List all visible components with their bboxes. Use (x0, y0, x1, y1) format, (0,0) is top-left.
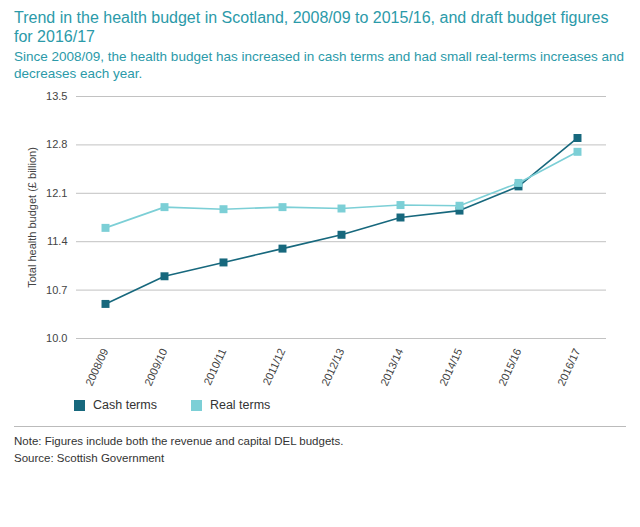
html-text:Real terms: Real terms (209, 398, 271, 412)
html-text:Since 2008/09, the health budg: Since 2008/09, the health budget has inc… (14, 49, 625, 81)
html-text:Source: Scottish Government: Source: Scottish Government (14, 452, 165, 464)
html-text:Cash terms: Cash terms (93, 398, 157, 412)
html-text:Trend in the health budget in: Trend in the health budget in Scotland, … (14, 9, 609, 45)
svg-text:2015/16: 2015/16 (496, 346, 524, 387)
svg-text:2008/09: 2008/09 (83, 346, 111, 387)
svg-text:2016/17: 2016/17 (555, 346, 583, 387)
svg-text:10.7: 10.7 (46, 284, 67, 296)
svg-text:2009/10: 2009/10 (142, 346, 170, 387)
svg-text:2014/15: 2014/15 (437, 346, 465, 387)
svg-text:2013/14: 2013/14 (378, 346, 406, 387)
svg-text:2010/11: 2010/11 (201, 346, 228, 386)
svg-text:13.5: 13.5 (46, 90, 67, 102)
svg-text:12.1: 12.1 (46, 187, 67, 199)
svg-text:10.0: 10.0 (46, 332, 67, 344)
html-text:Note: Figures include both the: Note: Figures include both the revenue a… (14, 435, 344, 447)
svg-text:2012/13: 2012/13 (319, 346, 347, 387)
svg-text:Total health budget (£ billion: Total health budget (£ billion) (26, 147, 38, 288)
svg-text:11.4: 11.4 (47, 235, 68, 247)
svg-text:2011/12: 2011/12 (260, 346, 287, 386)
svg-text:12.8: 12.8 (46, 138, 67, 150)
